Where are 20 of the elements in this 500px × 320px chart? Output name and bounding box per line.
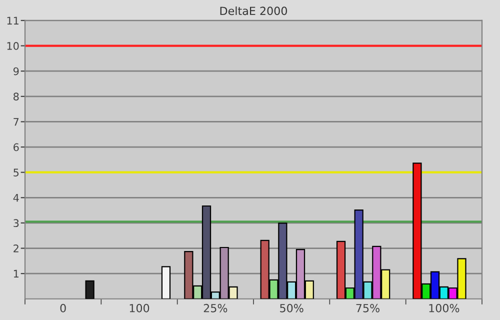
y-tick-label: 3 bbox=[14, 219, 19, 228]
x-tick-label: 0 bbox=[60, 304, 66, 312]
y-tick-label: 7 bbox=[14, 118, 19, 126]
x-tick-label: 100 bbox=[130, 304, 150, 312]
y-tick-label: 9 bbox=[13, 67, 19, 76]
chart-title: DeltaE 2000 bbox=[220, 6, 287, 16]
y-tick-label: 11 bbox=[7, 16, 18, 24]
x-tick-label: 50% bbox=[280, 304, 304, 312]
bar bbox=[161, 266, 171, 299]
y-tick-label: 2 bbox=[14, 244, 18, 252]
bar bbox=[85, 280, 94, 299]
y-tick-label: 4 bbox=[13, 194, 19, 202]
y-tick-label: 8 bbox=[14, 92, 19, 101]
y-tick-label: 5 bbox=[14, 168, 19, 176]
x-tick-label: 75% bbox=[356, 304, 380, 312]
y-tick-label: 1 bbox=[14, 270, 18, 278]
y-tick-label: 6 bbox=[14, 143, 19, 152]
x-tick-label: 100% bbox=[429, 304, 460, 312]
y-tick-label: 10 bbox=[7, 42, 19, 50]
x-tick-label: 25% bbox=[204, 304, 228, 312]
